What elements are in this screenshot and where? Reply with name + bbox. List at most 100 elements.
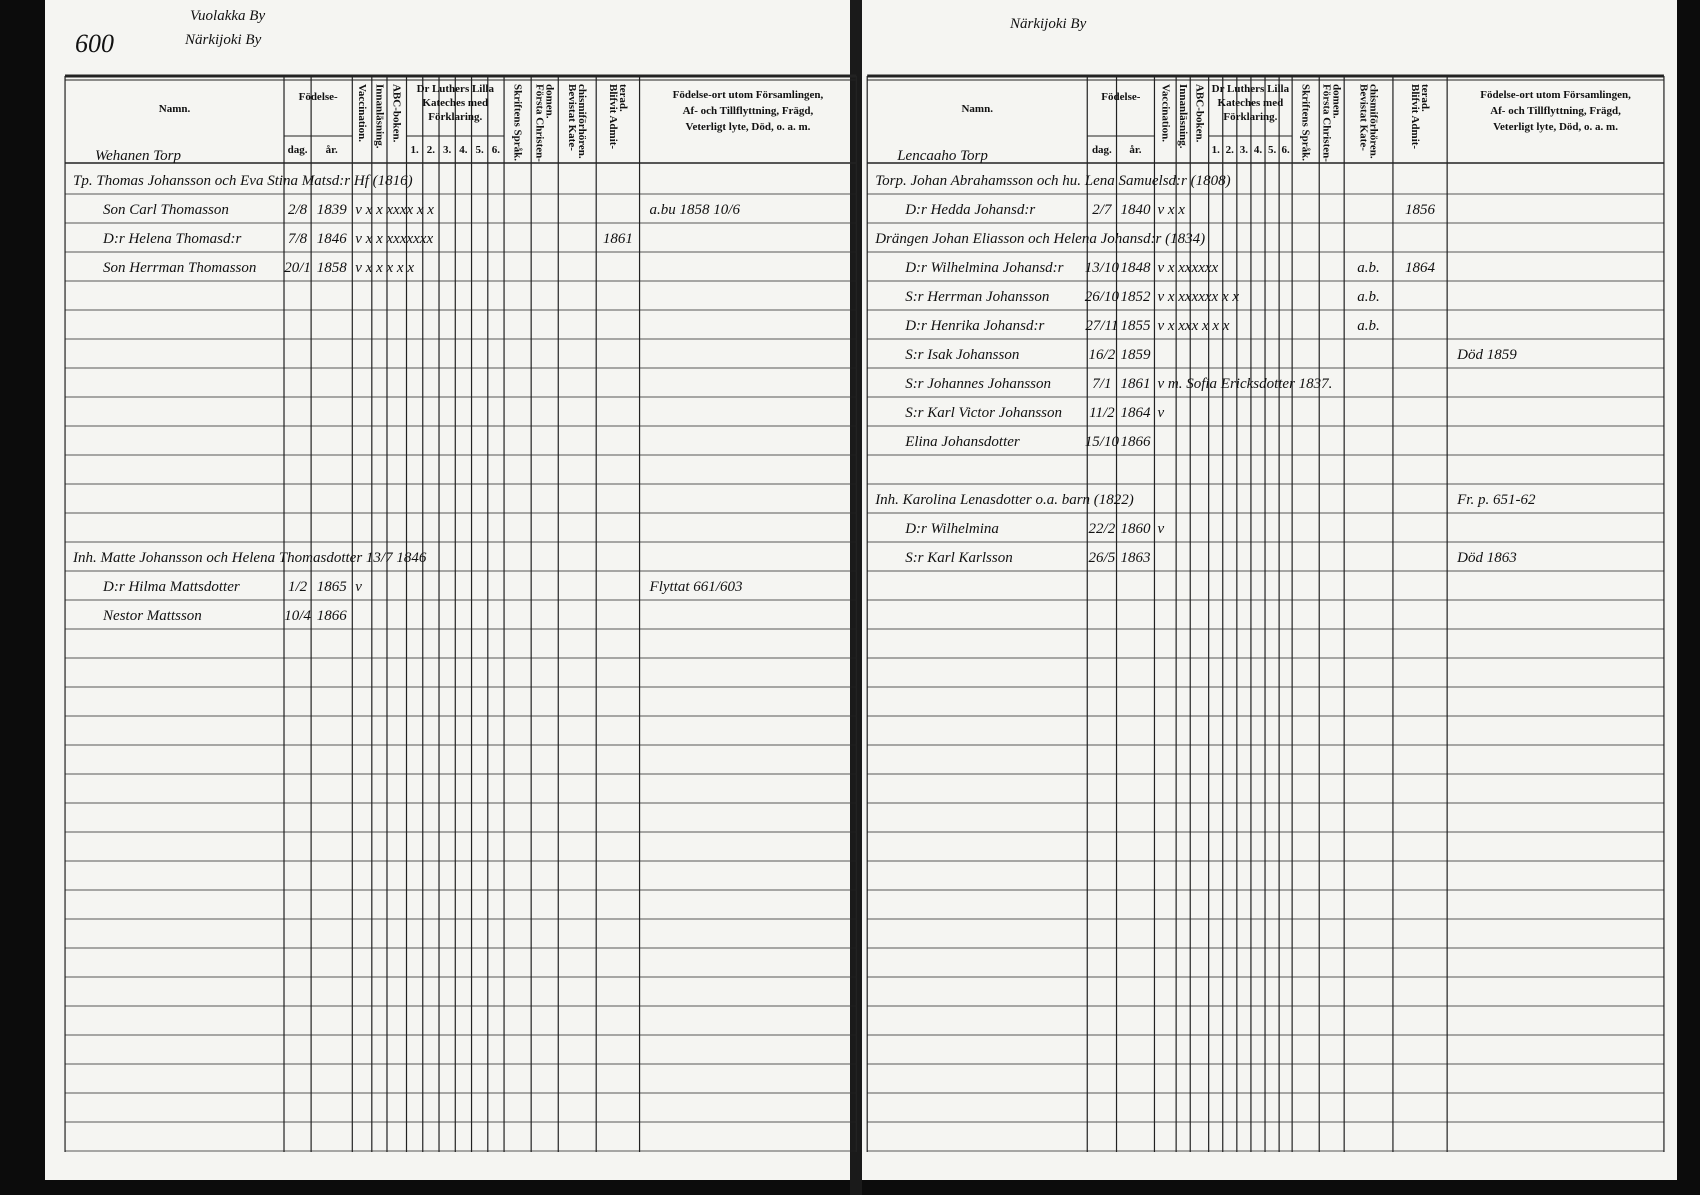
birth-day: 11/2: [1089, 405, 1115, 421]
birth-day: 2/8: [288, 202, 308, 218]
column-header-vertical: Blifvit Admit-: [607, 84, 619, 149]
exam-marks: v: [1157, 521, 1164, 537]
column-header: Födelse-ort utom Församlingen,: [1480, 89, 1631, 101]
column-header: 2.: [427, 144, 436, 156]
column-header-vertical: chismiförhören.: [1368, 84, 1380, 159]
column-header: 3.: [443, 144, 452, 156]
entry-note: Död 1863: [1456, 550, 1517, 566]
column-header: 1.: [411, 144, 420, 156]
entry-name: Son Herrman Thomasson: [103, 260, 256, 276]
entry-name: Elina Johansdotter: [904, 434, 1020, 450]
birth-year: 1866: [1120, 434, 1151, 450]
birth-year: 1855: [1120, 318, 1151, 334]
birth-day: 26/10: [1085, 289, 1120, 305]
birth-day: 1/2: [288, 579, 308, 595]
entry-name: D:r Wilhelmina: [904, 521, 999, 537]
column-header-vertical: Innanläsning.: [373, 84, 385, 149]
column-header: 5.: [1268, 144, 1277, 156]
birth-day: 7/1: [1092, 376, 1111, 392]
column-header: Födelse-ort utom Församlingen,: [673, 89, 824, 101]
exam-attended: a.b.: [1357, 289, 1380, 305]
exam-marks: v x xxxxxx: [1157, 260, 1218, 276]
birth-year: 1848: [1120, 260, 1151, 276]
birth-day: 7/8: [288, 231, 308, 247]
entry-name: D:r Hilma Mattsdotter: [102, 579, 240, 595]
entry-name: Tp. Thomas Johansson och Eva Stina Matsd…: [73, 173, 413, 189]
entry-name: S:r Karl Karlsson: [905, 550, 1013, 566]
exam-attended: a.b.: [1357, 260, 1380, 276]
column-header: 4.: [1254, 144, 1263, 156]
column-header-vertical: ABC-boken.: [1193, 84, 1205, 143]
column-header-vertical: chismiförhören.: [576, 84, 588, 159]
entry-name: Inh. Karolina Lenasdotter o.a. barn (182…: [874, 492, 1134, 508]
column-header: Förklaring.: [428, 111, 482, 123]
admitted-year: 1864: [1405, 260, 1436, 276]
village-name: Närkijoki By: [1009, 16, 1087, 32]
column-header: Af- och Tillflyttning, Frägd,: [683, 105, 814, 117]
exam-marks: v x x xxxx x x: [355, 202, 434, 218]
column-header: 2.: [1226, 144, 1235, 156]
column-header: dag.: [1092, 144, 1112, 156]
column-header: år.: [326, 144, 338, 156]
entry-name: Inh. Matte Johansson och Helena Thomasdo…: [72, 550, 427, 566]
column-header-vertical: Bevistat Kate-: [566, 84, 578, 151]
column-header: Af- och Tillflyttning, Frägd,: [1490, 105, 1621, 117]
column-header: Kateches med: [422, 97, 488, 109]
birth-day: 13/10: [1085, 260, 1120, 276]
birth-day: 20/1: [284, 260, 311, 276]
column-header-vertical: Skriftens Språk.: [1300, 84, 1312, 161]
column-header: Dr Luthers Lilla: [417, 83, 495, 95]
column-header: Veterligt lyte, Död, o. a. m.: [686, 121, 811, 133]
column-header: 1.: [1212, 144, 1221, 156]
birth-year: 1852: [1120, 289, 1151, 305]
column-header: Födelse-: [1101, 91, 1140, 103]
farm-name: Wehanen Torp: [95, 148, 181, 164]
birth-day: 27/11: [1085, 318, 1118, 334]
entry-name: Drängen Johan Eliasson och Helena Johans…: [874, 231, 1205, 247]
column-header: 3.: [1240, 144, 1249, 156]
exam-attended: a.b.: [1357, 318, 1380, 334]
column-header: Födelse-: [299, 91, 338, 103]
birth-day: 2/7: [1092, 202, 1113, 218]
birth-year: 1866: [317, 608, 348, 624]
column-header-vertical: Blifvit Admit-: [1409, 84, 1421, 149]
column-header-vertical: Första Christen-: [1321, 84, 1333, 162]
birth-day: 15/10: [1085, 434, 1120, 450]
birth-day: 22/2: [1089, 521, 1116, 537]
column-header-vertical: ABC-boken.: [391, 84, 403, 143]
entry-name: Son Carl Thomasson: [103, 202, 229, 218]
column-header: Kateches med: [1218, 97, 1284, 109]
column-header-vertical: Innanläsning.: [1177, 84, 1189, 149]
column-header-vertical: domen.: [1331, 84, 1343, 119]
entry-note: Fr. p. 651-62: [1456, 492, 1536, 508]
birth-day: 26/5: [1089, 550, 1116, 566]
entry-name: S:r Herrman Johansson: [905, 289, 1049, 305]
column-header: Namn.: [159, 103, 191, 115]
birth-year: 1859: [1120, 347, 1151, 363]
column-header-vertical: terad.: [617, 84, 629, 112]
birth-year: 1858: [317, 260, 348, 276]
column-header: Veterligt lyte, Död, o. a. m.: [1493, 121, 1618, 133]
right-paper: [862, 0, 1677, 1180]
village-name: Närkijoki By: [184, 32, 262, 48]
entry-name: Torp. Johan Abrahamsson och hu. Lena Sam…: [875, 173, 1230, 189]
entry-name: S:r Karl Victor Johansson: [905, 405, 1062, 421]
left-paper: [45, 0, 850, 1180]
village-name: Vuolakka By: [190, 8, 265, 24]
column-header: år.: [1129, 144, 1141, 156]
birth-year: 1840: [1120, 202, 1151, 218]
birth-year: 1861: [1120, 376, 1150, 392]
column-header-vertical: terad.: [1419, 84, 1431, 112]
column-header: 6.: [492, 144, 501, 156]
exam-marks: v x x x x x: [355, 260, 414, 276]
entry-name: D:r Hedda Johansd:r: [904, 202, 1035, 218]
birth-day: 10/4: [284, 608, 311, 624]
admitted-year: 1861: [603, 231, 633, 247]
entry-name: S:r Isak Johansson: [905, 347, 1019, 363]
entry-note: Flyttat 661/603: [649, 579, 743, 595]
birth-year: 1865: [317, 579, 348, 595]
exam-marks: v x x: [1157, 202, 1185, 218]
exam-marks: v m. Sofia Ericksdotter 1837.: [1157, 376, 1332, 392]
exam-marks: v: [355, 579, 362, 595]
admitted-year: 1856: [1405, 202, 1436, 218]
